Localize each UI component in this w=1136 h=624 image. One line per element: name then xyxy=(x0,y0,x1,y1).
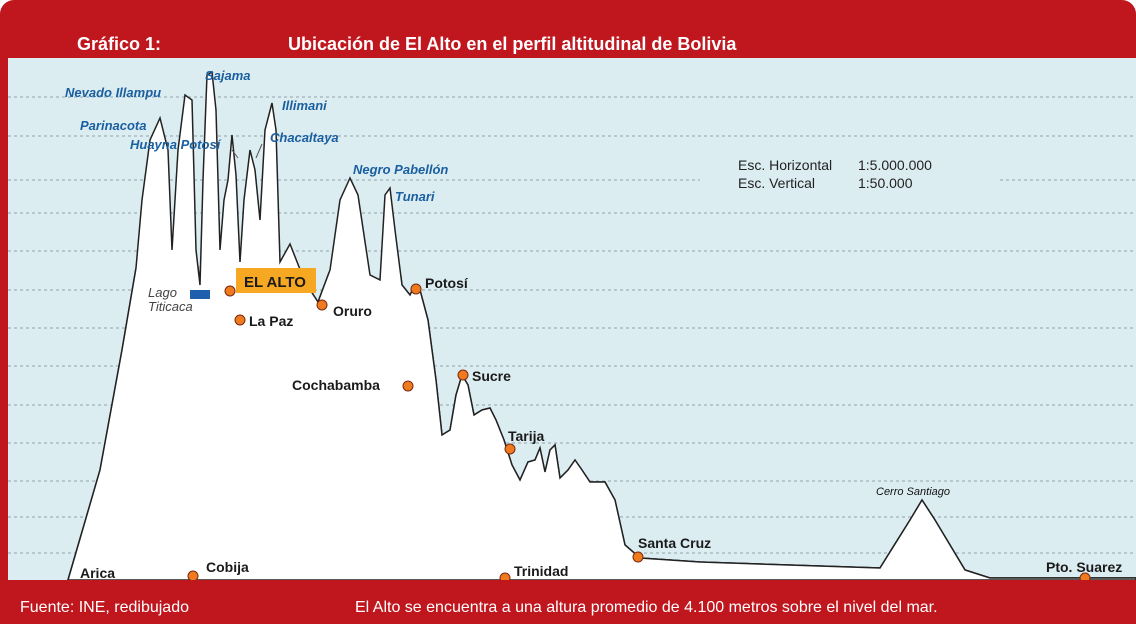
profile xyxy=(67,70,1136,581)
pointer xyxy=(255,143,263,159)
peak-label: Sajama xyxy=(205,68,251,83)
peak-pointers xyxy=(231,143,263,159)
highlight-label: EL ALTO xyxy=(244,274,306,291)
peak-label: Illimani xyxy=(282,98,327,113)
pointer xyxy=(231,149,239,159)
peak-label: Parinacota xyxy=(80,118,146,133)
peak-label: Huayna Potosí xyxy=(130,137,222,152)
city-label: La Paz xyxy=(249,313,293,329)
city-dot xyxy=(504,443,516,455)
city-dot xyxy=(224,285,236,297)
city-label: Pto. Suarez xyxy=(1046,559,1122,575)
footer-source: Fuente: INE, redibujado xyxy=(20,599,189,616)
city-dots xyxy=(187,283,1091,584)
footer-note: El Alto se encuentra a una altura promed… xyxy=(355,599,938,616)
city-dot xyxy=(402,380,414,392)
city-label: Potosí xyxy=(425,275,469,291)
city-label: Arica xyxy=(80,565,115,581)
peak-label: Nevado Illampu xyxy=(65,85,161,100)
header-label: Gráfico 1: xyxy=(77,34,161,54)
city-label: Oruro xyxy=(333,303,372,319)
city-label: Santa Cruz xyxy=(638,535,711,551)
city-dot xyxy=(457,369,469,381)
scale-label: Esc. Horizontal xyxy=(738,157,832,173)
city-label: Cobija xyxy=(206,559,249,575)
footer-band xyxy=(0,580,1136,624)
lake-marker xyxy=(190,290,210,299)
city-label: Trinidad xyxy=(514,563,568,579)
peak-label: Tunari xyxy=(395,189,435,204)
lake-label: Titicaca xyxy=(148,299,193,314)
city-dot xyxy=(632,551,644,563)
header-title: Ubicación de El Alto en el perfil altitu… xyxy=(288,34,737,54)
city-dot xyxy=(316,299,328,311)
lake-label: Lago xyxy=(148,285,177,300)
scale-value: 1:50.000 xyxy=(858,175,913,191)
peak-label: Chacaltaya xyxy=(270,130,339,145)
scale-label: Esc. Vertical xyxy=(738,175,815,191)
peak-label: Cerro Santiago xyxy=(876,486,950,498)
city-label: Cochabamba xyxy=(292,377,380,393)
city-label: Sucre xyxy=(472,368,511,384)
scale-value: 1:5.000.000 xyxy=(858,157,932,173)
peak-label: Negro Pabellón xyxy=(353,162,448,177)
city-dot xyxy=(234,314,246,326)
highlight-box xyxy=(236,268,316,293)
city-label: Tarija xyxy=(508,428,545,444)
city-dot xyxy=(187,570,199,582)
city-dot xyxy=(410,283,422,295)
